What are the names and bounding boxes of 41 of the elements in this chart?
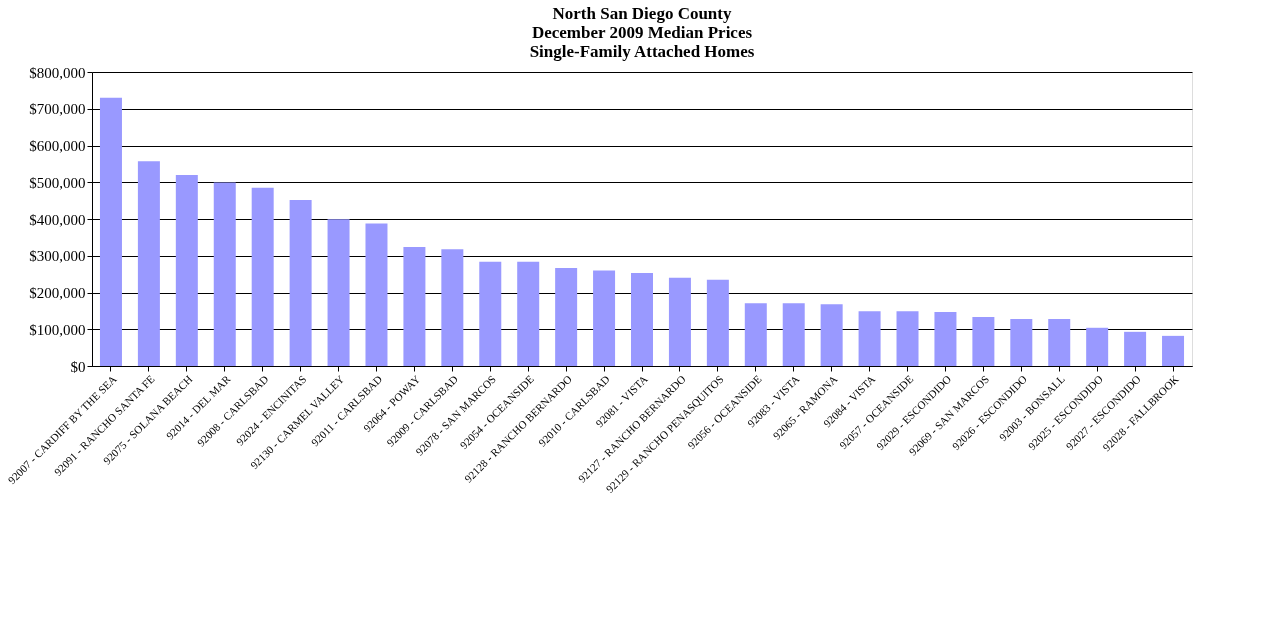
bar — [403, 246, 426, 366]
bar — [896, 311, 919, 366]
bar — [365, 223, 388, 366]
bar — [251, 187, 274, 366]
text: December 2009 Median Prices — [531, 23, 753, 42]
bar — [555, 267, 578, 366]
bar — [706, 279, 729, 366]
bar — [593, 270, 616, 366]
bar — [517, 261, 540, 366]
bar — [441, 249, 464, 366]
bar — [175, 174, 198, 366]
bar — [289, 199, 312, 366]
y-tick-label: $600,000 — [29, 138, 86, 154]
bar — [972, 317, 995, 366]
y-tick-label: $200,000 — [29, 285, 86, 301]
bar — [1010, 318, 1033, 366]
bar — [137, 161, 160, 366]
bar — [858, 311, 881, 366]
bar — [99, 97, 122, 366]
text: North San Diego County — [552, 4, 732, 23]
bar — [820, 304, 843, 366]
bar — [479, 261, 502, 366]
bar — [1048, 318, 1071, 366]
bar — [631, 273, 653, 366]
y-tick-label: $100,000 — [29, 321, 86, 338]
bar — [327, 219, 350, 366]
bar — [668, 277, 691, 366]
text: Single-Family Attached Homes — [529, 42, 755, 61]
y-tick-label: $0 — [70, 358, 86, 375]
y-tick-label: $700,000 — [29, 101, 86, 118]
y-tick-label: $500,000 — [29, 174, 86, 191]
bar — [1162, 335, 1185, 366]
y-tick-label: $400,000 — [29, 211, 86, 228]
bar — [934, 311, 957, 366]
bar — [1086, 327, 1109, 366]
bar — [1124, 331, 1147, 366]
y-tick-label: $300,000 — [29, 248, 86, 265]
bar — [744, 303, 767, 366]
y-tick-label: $800,000 — [29, 64, 86, 81]
bar — [213, 182, 236, 366]
bar — [782, 303, 805, 366]
